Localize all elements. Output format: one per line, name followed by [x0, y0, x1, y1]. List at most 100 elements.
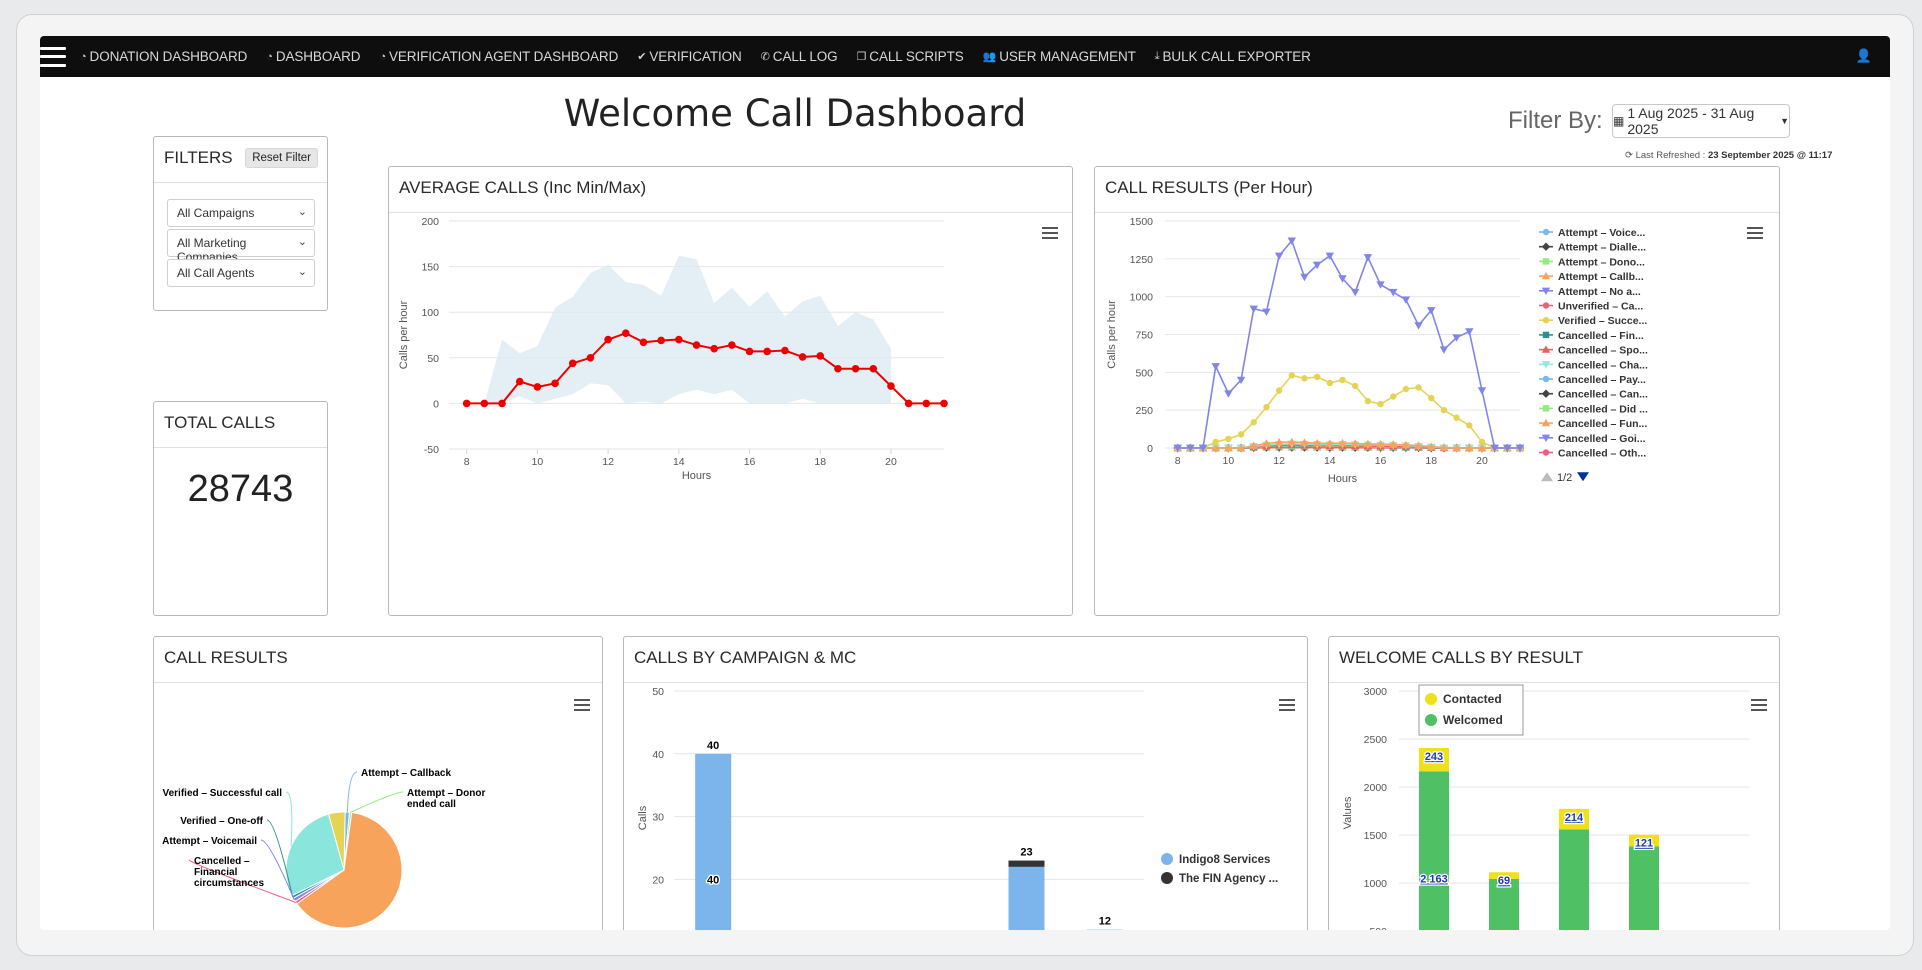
legend-item[interactable]: Attempt – Dialle... [1539, 242, 1646, 254]
series-point [1186, 444, 1195, 453]
user-icon[interactable]: 👤 [1855, 48, 1872, 63]
x-tick-label: 14 [1324, 455, 1336, 467]
legend-item[interactable]: Cancelled – Pay... [1539, 374, 1646, 386]
x-tick-label: 12 [1273, 455, 1285, 467]
nav-item-label: DONATION DASHBOARD [89, 49, 248, 64]
series-point [1212, 438, 1219, 446]
legend-item[interactable]: Cancelled – Spo... [1539, 345, 1648, 357]
legend-item[interactable]: Cancelled – Oth... [1539, 448, 1646, 460]
y-tick-label: 30 [652, 812, 664, 824]
series-point [1466, 422, 1473, 429]
average-point [798, 353, 807, 361]
date-range-button[interactable]: ▦ 1 Aug 2025 - 31 Aug 2025 ▼ [1612, 104, 1790, 138]
call-results-title: CALL RESULTS [154, 637, 602, 683]
legend-item[interactable]: Attempt – Voice... [1539, 227, 1645, 239]
y-axis-label: Calls [637, 805, 649, 830]
nav-item-call-log[interactable]: ✆ CALL LOG [761, 49, 838, 64]
average-point [604, 335, 612, 344]
chart-menu-icon[interactable] [1751, 699, 1767, 711]
call-results-hour-panel: CALL RESULTS (Per Hour) 0 250 500 750 1000 12… [1094, 166, 1780, 616]
legend-item[interactable]: Attempt – Callb... [1539, 271, 1644, 283]
hamburger-menu-icon[interactable] [40, 46, 66, 67]
legend-label: Cancelled – Goi... [1558, 433, 1646, 445]
legend-item[interactable]: Cancelled – Cha... [1539, 359, 1648, 371]
campaign-select[interactable]: All Campaigns ⌄ [167, 199, 315, 227]
legend-label: Cancelled – Fun... [1558, 418, 1647, 430]
chart-menu-icon[interactable] [1042, 227, 1058, 239]
series-point [1364, 397, 1372, 405]
series-point [1339, 376, 1346, 384]
legend-page-up-icon[interactable] [1541, 472, 1553, 482]
series-6 [1174, 372, 1524, 452]
legend-label: Cancelled – Did ... [1558, 403, 1648, 415]
reset-filter-button[interactable]: Reset Filter [245, 148, 318, 168]
legend-item[interactable]: Welcomed [1425, 713, 1503, 727]
chart-menu-icon[interactable] [1747, 227, 1763, 239]
y-tick-label: -50 [424, 444, 439, 456]
pie-connector [346, 771, 358, 813]
pie-label: Verified – One-off [180, 816, 263, 827]
series-point [1236, 443, 1246, 452]
average-point [887, 382, 895, 390]
legend-item[interactable]: Verified – Succe... [1539, 315, 1647, 327]
y-tick-label: 50 [652, 686, 664, 698]
call-agent-select[interactable]: All Call Agents ⌄ [167, 259, 315, 287]
legend-item[interactable]: The FIN Agency ... [1161, 872, 1278, 885]
chart-menu-icon[interactable] [574, 699, 590, 711]
legend-item[interactable]: Indigo8 Services [1161, 853, 1270, 866]
series-point [1541, 287, 1551, 295]
series-point [1401, 440, 1411, 449]
contacted-bar [1419, 748, 1449, 772]
series-point [1541, 434, 1551, 442]
y-tick-label: 40 [652, 749, 664, 761]
legend-item[interactable]: Cancelled – Fun... [1539, 418, 1647, 430]
legend-marker [1425, 693, 1437, 705]
top-navbar: ◔ DONATION DASHBOARD ◔ DASHBOARD ◔ VERIFICATI… [40, 36, 1890, 77]
series-point [1415, 384, 1422, 391]
nav-item-donation-dashboard[interactable]: ◔ DONATION DASHBOARD [80, 49, 247, 64]
legend-item[interactable]: Cancelled – Did ... [1539, 403, 1648, 415]
welcomed-bar [1629, 846, 1659, 930]
welcome-calls-title: WELCOME CALLS BY RESULT [1329, 637, 1779, 683]
average-point [816, 352, 825, 360]
legend-item[interactable]: Cancelled – Goi... [1539, 433, 1646, 445]
series-point [1427, 307, 1436, 315]
nav-item-dashboard[interactable]: ◔ DASHBOARD [266, 49, 360, 64]
chart-menu-icon[interactable] [1279, 699, 1295, 711]
refresh-icon[interactable]: ⟳ [1625, 150, 1633, 161]
legend-page-down-icon[interactable] [1577, 472, 1589, 482]
legend-item[interactable]: Cancelled – Can... [1539, 389, 1648, 401]
legend-label: Cancelled – Fin... [1558, 330, 1644, 342]
legend-box [1418, 684, 1524, 736]
bar-total-label: 12 [1099, 916, 1111, 928]
x-tick-label: 18 [814, 456, 826, 468]
pie-label: ended call [407, 799, 456, 810]
x-axis-label: Hours [1328, 473, 1358, 485]
y-axis-label: Calls per hour [398, 300, 410, 369]
contacted-bar [1489, 872, 1519, 879]
last-refreshed-label: Last Refreshed : [1635, 150, 1706, 161]
nav-item-verification[interactable]: ✔ VERIFICATION [637, 49, 742, 64]
nav-item-call-scripts[interactable]: ❐ CALL SCRIPTS [857, 49, 964, 64]
series-point [1363, 439, 1373, 448]
series-point [1224, 443, 1233, 452]
calendar-icon: ▦ [1613, 114, 1625, 128]
legend-item[interactable]: Unverified – Ca... [1539, 301, 1643, 313]
legend-item[interactable]: Attempt – Dono... [1539, 256, 1645, 268]
nav-item-verification-agent-dashboard[interactable]: ◔ VERIFICATION AGENT DASHBOARD [379, 49, 618, 64]
series-point [1325, 439, 1335, 447]
average-point [834, 364, 842, 373]
nav-item-bulk-call-exporter[interactable]: ⤓ BULK CALL EXPORTER [1155, 49, 1311, 64]
legend-item[interactable]: Attempt – No a... [1539, 286, 1641, 298]
nav-item-user-management[interactable]: 👥 USER MANAGEMENT [983, 49, 1136, 64]
x-axis-label: Hours [682, 470, 712, 482]
pie-label: Attempt – Callback [361, 768, 451, 779]
average-point [692, 341, 701, 349]
marketing-company-select[interactable]: All Marketing Companies ⌄ [167, 229, 315, 264]
chevron-down-icon: ⌄ [297, 206, 307, 218]
series-point [1439, 346, 1449, 354]
series-point [1376, 281, 1385, 289]
legend-item[interactable]: Contacted [1425, 692, 1502, 706]
legend-item[interactable]: Cancelled – Fin... [1539, 330, 1644, 342]
y-tick-label: 3000 [1364, 686, 1388, 698]
